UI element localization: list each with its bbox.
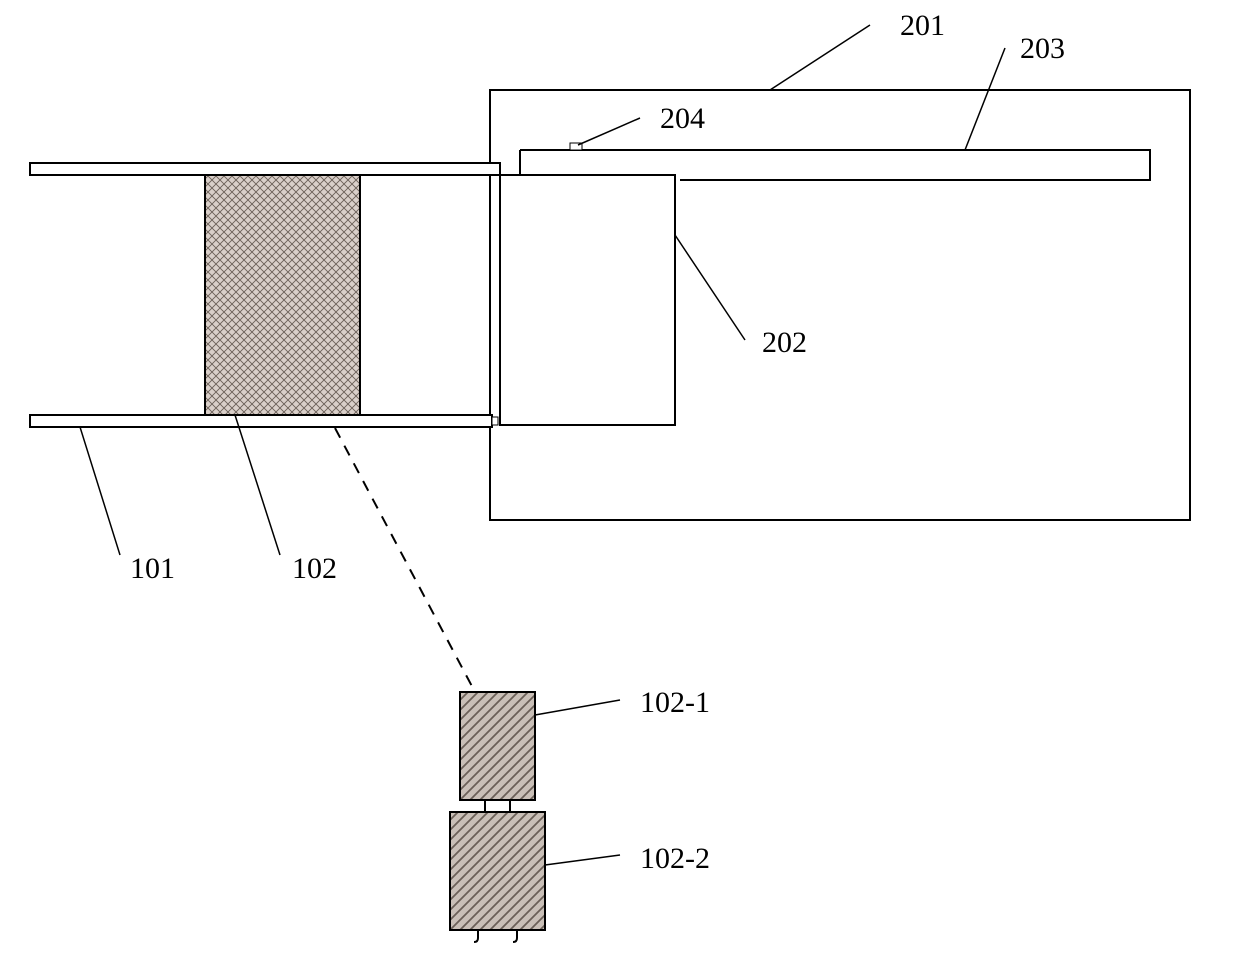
leader-102-2: [545, 855, 620, 865]
inner-box-202: [500, 175, 675, 425]
label-203: 203: [1020, 32, 1065, 65]
leader-204: [578, 118, 640, 145]
label-202: 202: [762, 326, 807, 359]
bottom-leg: [474, 930, 478, 942]
leader-203: [965, 48, 1005, 150]
label-102-2: 102-2: [640, 842, 710, 875]
block-102-2: [450, 812, 545, 930]
block-102: [205, 175, 360, 415]
label-102-1: 102-1: [640, 686, 710, 719]
label-102: 102: [292, 552, 337, 585]
label-101: 101: [130, 552, 175, 585]
lower-rail-101: [30, 415, 492, 427]
block-102-1: [460, 692, 535, 800]
lower-rail-notch: [492, 417, 498, 425]
label-201: 201: [900, 9, 945, 42]
leader-102-1: [535, 700, 620, 715]
leader-201: [770, 25, 870, 90]
leader-102: [235, 415, 280, 555]
bottom-leg: [513, 930, 517, 942]
leader-101: [80, 427, 120, 555]
label-204: 204: [660, 102, 705, 135]
upper-rail: [30, 163, 500, 175]
leader-202: [675, 235, 745, 340]
dashed-leader: [335, 428, 475, 692]
